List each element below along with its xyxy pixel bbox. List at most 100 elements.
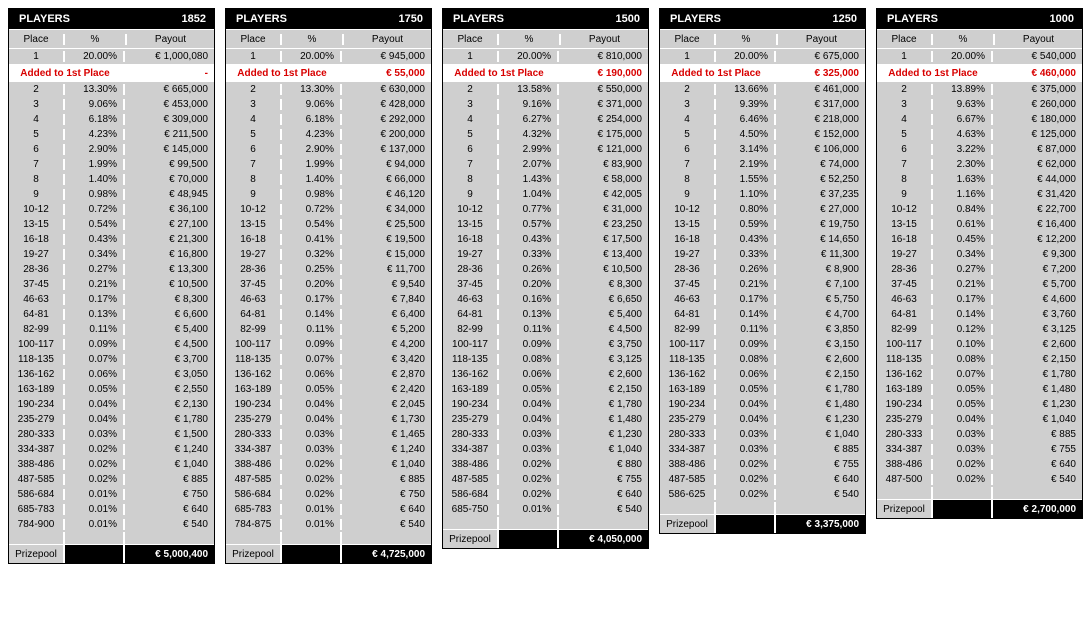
cell-pct: 0.43% bbox=[499, 234, 559, 245]
cell-place: 3 bbox=[660, 99, 716, 110]
cell-pct: 1.43% bbox=[499, 174, 559, 185]
cell-place: 586-684 bbox=[9, 489, 65, 500]
cell-payout: € 37,235 bbox=[776, 189, 865, 200]
table-row: 54.23%€ 211,500 bbox=[9, 127, 214, 142]
table-row: 19-270.33%€ 13,400 bbox=[443, 247, 648, 262]
table-row: 100-1170.10%€ 2,600 bbox=[877, 337, 1082, 352]
cell-place: 685-750 bbox=[443, 504, 499, 515]
cell-place: 13-15 bbox=[9, 219, 65, 230]
cell-payout: € 137,000 bbox=[342, 144, 431, 155]
cell-pct: 13.89% bbox=[933, 84, 993, 95]
cell-place: 3 bbox=[877, 99, 933, 110]
cell-payout: € 31,420 bbox=[993, 189, 1082, 200]
cell-payout: € 640 bbox=[776, 474, 865, 485]
cell-payout: € 4,500 bbox=[559, 324, 648, 335]
cell-pct: 0.05% bbox=[282, 384, 342, 395]
cell-pct: 20.00% bbox=[499, 51, 559, 62]
cell-payout: € 1,230 bbox=[559, 429, 648, 440]
col-payout: Payout bbox=[561, 34, 648, 45]
cell-place: 7 bbox=[443, 159, 499, 170]
table-row: 81.40%€ 70,000 bbox=[9, 172, 214, 187]
col-place: Place bbox=[660, 34, 716, 45]
cell-pct: 0.01% bbox=[65, 519, 125, 530]
cell-place: 5 bbox=[660, 129, 716, 140]
cell-payout: € 540 bbox=[125, 519, 214, 530]
table-row: 280-3330.03%€ 885 bbox=[877, 427, 1082, 442]
cell-payout: € 83,900 bbox=[559, 159, 648, 170]
cell-payout: € 1,240 bbox=[342, 444, 431, 455]
cell-place: 1 bbox=[877, 51, 933, 62]
cell-place: 46-63 bbox=[660, 294, 716, 305]
cell-payout: € 640 bbox=[125, 504, 214, 515]
cell-place: 487-585 bbox=[226, 474, 282, 485]
table-row: 334-3870.03%€ 885 bbox=[660, 442, 865, 457]
cell-payout: € 375,000 bbox=[993, 84, 1082, 95]
cell-payout: € 2,150 bbox=[559, 384, 648, 395]
cell-payout: € 292,000 bbox=[342, 114, 431, 125]
cell-payout: € 1,780 bbox=[776, 384, 865, 395]
cell-place: 6 bbox=[443, 144, 499, 155]
cell-payout: € 1,040 bbox=[342, 459, 431, 470]
cell-payout: € 5,200 bbox=[342, 324, 431, 335]
table-row: 334-3870.02%€ 1,240 bbox=[9, 442, 214, 457]
table-row: 72.07%€ 83,900 bbox=[443, 157, 648, 172]
cell-payout: € 52,250 bbox=[776, 174, 865, 185]
cell-payout: € 810,000 bbox=[559, 51, 648, 62]
cell-pct: 1.99% bbox=[65, 159, 125, 170]
table-row: 280-3330.03%€ 1,040 bbox=[660, 427, 865, 442]
cell-pct: 0.02% bbox=[282, 474, 342, 485]
cell-pct: 3.22% bbox=[933, 144, 993, 155]
cell-pct: 0.27% bbox=[65, 264, 125, 275]
cell-pct: 6.27% bbox=[499, 114, 559, 125]
cell-pct: 13.30% bbox=[282, 84, 342, 95]
added-value: € 460,000 bbox=[991, 68, 1082, 79]
table-row: 63.14%€ 106,000 bbox=[660, 142, 865, 157]
cell-payout: € 1,230 bbox=[776, 414, 865, 425]
cell-pct: 0.02% bbox=[499, 474, 559, 485]
cell-payout: € 27,000 bbox=[776, 204, 865, 215]
cell-pct: 0.04% bbox=[65, 414, 125, 425]
table-row: 71.99%€ 99,500 bbox=[9, 157, 214, 172]
table-row: 388-4860.02%€ 640 bbox=[877, 457, 1082, 472]
added-to-first-row: Added to 1st Place- bbox=[9, 64, 214, 82]
cell-place: 163-189 bbox=[877, 384, 933, 395]
table-row: 28-360.26%€ 10,500 bbox=[443, 262, 648, 277]
cell-place: 280-333 bbox=[226, 429, 282, 440]
cell-place: 2 bbox=[226, 84, 282, 95]
cell-pct: 20.00% bbox=[65, 51, 125, 62]
cell-pct: 0.04% bbox=[716, 399, 776, 410]
cell-place: 784-875 bbox=[226, 519, 282, 530]
cell-place: 100-117 bbox=[660, 339, 716, 350]
col-pct: % bbox=[933, 34, 995, 45]
cell-place: 235-279 bbox=[660, 414, 716, 425]
cell-place: 37-45 bbox=[660, 279, 716, 290]
cell-place: 3 bbox=[9, 99, 65, 110]
cell-place: 2 bbox=[443, 84, 499, 95]
cell-payout: € 4,600 bbox=[993, 294, 1082, 305]
cell-payout: € 19,750 bbox=[776, 219, 865, 230]
prizepool-row: Prizepool€ 2,700,000 bbox=[877, 499, 1082, 518]
cell-pct: 0.09% bbox=[716, 339, 776, 350]
table-row: 13-150.54%€ 25,500 bbox=[226, 217, 431, 232]
cell-payout: € 885 bbox=[776, 444, 865, 455]
cell-pct: 3.14% bbox=[716, 144, 776, 155]
cell-pct: 0.03% bbox=[716, 429, 776, 440]
table-row: 190-2340.04%€ 2,130 bbox=[9, 397, 214, 412]
cell-payout: € 540 bbox=[776, 489, 865, 500]
cell-pct: 0.06% bbox=[716, 369, 776, 380]
cell-payout: € 665,000 bbox=[125, 84, 214, 95]
cell-pct: 0.10% bbox=[933, 339, 993, 350]
cell-place: 19-27 bbox=[877, 249, 933, 260]
table-row: 46.27%€ 254,000 bbox=[443, 112, 648, 127]
cell-payout: € 6,650 bbox=[559, 294, 648, 305]
col-payout: Payout bbox=[995, 34, 1082, 45]
cell-place: 64-81 bbox=[443, 309, 499, 320]
cell-payout: € 48,945 bbox=[125, 189, 214, 200]
cell-place: 487-585 bbox=[443, 474, 499, 485]
cell-place: 46-63 bbox=[226, 294, 282, 305]
cell-pct: 0.01% bbox=[499, 504, 559, 515]
cell-pct: 0.34% bbox=[65, 249, 125, 260]
cell-place: 784-900 bbox=[9, 519, 65, 530]
table-row: 37-450.20%€ 8,300 bbox=[443, 277, 648, 292]
cell-pct: 2.19% bbox=[716, 159, 776, 170]
